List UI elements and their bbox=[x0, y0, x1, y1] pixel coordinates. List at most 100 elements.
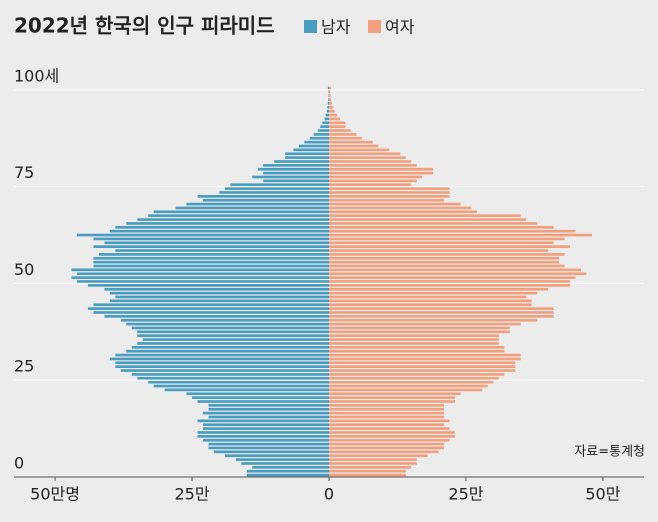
bar bbox=[329, 384, 488, 388]
bar bbox=[131, 373, 329, 376]
y-tick-label: 0 bbox=[14, 454, 24, 473]
bar bbox=[329, 125, 346, 128]
bar bbox=[309, 136, 329, 140]
x-tick-label: 25만 bbox=[174, 485, 209, 504]
bar bbox=[109, 291, 329, 295]
bar bbox=[329, 249, 549, 252]
bar bbox=[115, 365, 329, 369]
bar bbox=[329, 396, 455, 399]
bar bbox=[104, 287, 330, 291]
bar bbox=[137, 376, 329, 380]
bar bbox=[329, 233, 592, 237]
bar bbox=[329, 198, 445, 202]
bar bbox=[329, 167, 434, 171]
bar bbox=[93, 260, 329, 264]
bar bbox=[197, 419, 329, 423]
bar bbox=[224, 187, 329, 190]
bar bbox=[329, 264, 565, 268]
bar bbox=[246, 473, 329, 477]
bar bbox=[274, 160, 329, 163]
bar bbox=[329, 86, 332, 90]
bar bbox=[327, 86, 329, 90]
bar bbox=[327, 105, 329, 109]
bar bbox=[329, 469, 406, 473]
bar bbox=[329, 136, 362, 140]
bar bbox=[77, 233, 329, 237]
bar bbox=[71, 276, 330, 279]
bar bbox=[329, 148, 390, 152]
bar bbox=[115, 361, 329, 365]
bar bbox=[153, 384, 329, 388]
bar bbox=[203, 438, 329, 442]
y-tick-label: 100세 bbox=[14, 66, 59, 85]
bar bbox=[329, 295, 527, 299]
bar bbox=[71, 268, 330, 272]
bar bbox=[329, 419, 450, 423]
bar bbox=[164, 388, 329, 392]
bar bbox=[329, 369, 516, 372]
bar bbox=[186, 202, 329, 206]
bar bbox=[142, 338, 329, 341]
y-tick-label: 50 bbox=[14, 260, 34, 279]
bar bbox=[257, 167, 329, 171]
bar bbox=[329, 446, 445, 450]
bar bbox=[77, 272, 329, 276]
bar bbox=[126, 322, 329, 326]
bar bbox=[329, 376, 499, 380]
x-tick-label: 25만 bbox=[448, 485, 483, 504]
legend-label: 여자 bbox=[385, 18, 415, 37]
bar bbox=[329, 218, 527, 221]
bar bbox=[318, 129, 329, 132]
bar bbox=[329, 388, 483, 392]
bar bbox=[293, 148, 329, 152]
bar bbox=[329, 206, 472, 210]
bar bbox=[329, 287, 549, 291]
bar bbox=[235, 458, 329, 461]
bar bbox=[137, 342, 329, 345]
bar bbox=[329, 462, 417, 465]
bar bbox=[322, 121, 329, 125]
bar bbox=[329, 415, 445, 419]
bar bbox=[120, 369, 330, 372]
bar bbox=[329, 435, 455, 438]
bar bbox=[115, 249, 329, 252]
bar bbox=[98, 253, 329, 256]
bar bbox=[329, 191, 450, 194]
bar bbox=[329, 431, 455, 434]
bar bbox=[329, 438, 450, 442]
bar bbox=[329, 291, 538, 295]
bar bbox=[131, 326, 329, 330]
bar bbox=[329, 156, 406, 159]
bar bbox=[246, 469, 329, 473]
legend-swatch bbox=[368, 20, 381, 33]
bar bbox=[328, 94, 329, 98]
bar bbox=[241, 462, 329, 465]
bar bbox=[285, 156, 329, 159]
bar bbox=[203, 198, 329, 202]
bar bbox=[219, 191, 329, 194]
bar bbox=[137, 218, 329, 221]
bar bbox=[329, 303, 532, 307]
bar bbox=[213, 450, 329, 454]
bar bbox=[208, 407, 329, 411]
bar bbox=[328, 90, 329, 94]
bar bbox=[197, 431, 329, 434]
bar bbox=[329, 280, 571, 283]
bar bbox=[298, 144, 329, 148]
bar bbox=[329, 334, 499, 338]
bar bbox=[329, 237, 565, 241]
bar bbox=[208, 442, 329, 446]
bar bbox=[329, 442, 445, 446]
bar bbox=[329, 133, 357, 136]
bar bbox=[203, 411, 329, 415]
bar bbox=[109, 299, 329, 303]
bar bbox=[329, 357, 521, 361]
bar bbox=[329, 380, 494, 384]
bar bbox=[329, 322, 521, 326]
y-tick-label: 75 bbox=[14, 163, 34, 182]
bar bbox=[120, 318, 330, 322]
bar bbox=[329, 361, 516, 365]
bar bbox=[329, 225, 554, 229]
bar bbox=[328, 98, 329, 101]
bar bbox=[224, 454, 329, 458]
